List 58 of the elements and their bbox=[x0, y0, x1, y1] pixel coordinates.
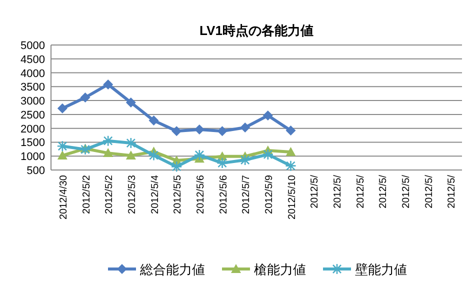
y-tick-label: 3000 bbox=[20, 96, 45, 108]
legend-label: 総合能力値 bbox=[139, 262, 205, 277]
point bbox=[80, 92, 90, 102]
x-tick-label: 2012/5/ bbox=[332, 174, 344, 208]
point bbox=[103, 79, 114, 90]
x-tick-label: 2012/5/6 bbox=[218, 174, 230, 214]
point bbox=[56, 140, 68, 152]
point bbox=[80, 144, 91, 156]
point bbox=[286, 126, 296, 136]
x-tick-label: 2012/5/2 bbox=[104, 174, 116, 214]
y-tick-label: 4000 bbox=[20, 68, 45, 80]
x-tick-label: 2012/5/ bbox=[355, 174, 366, 208]
point bbox=[262, 110, 273, 121]
y-tick-label: 2500 bbox=[20, 109, 45, 122]
point bbox=[194, 124, 204, 134]
x-tick-label: 2012/5/3 bbox=[126, 174, 138, 214]
y-tick-label: 3500 bbox=[20, 82, 45, 94]
y-tick-label: 1500 bbox=[20, 137, 45, 150]
x-tick-label: 2012/5/4 bbox=[150, 174, 161, 214]
x-tick-label: 2012/5/ bbox=[378, 174, 390, 208]
y-tick-label: 4500 bbox=[20, 54, 45, 66]
x-tick-label: 2012/5/5 bbox=[172, 174, 184, 214]
x-tick-label: 2012/5/ bbox=[424, 174, 435, 208]
x-tick-label: 2012/5/ bbox=[400, 174, 412, 208]
point bbox=[126, 98, 136, 108]
x-tick-label: 2012/5/ bbox=[310, 174, 321, 208]
y-tick-label: 2000 bbox=[20, 123, 45, 136]
y-tick-label: 500 bbox=[26, 165, 45, 177]
x-tick-label: 2012/5/9 bbox=[264, 174, 275, 214]
point bbox=[240, 122, 250, 132]
point bbox=[57, 150, 68, 160]
x-tick-label: 2012/5/10 bbox=[286, 174, 298, 220]
point bbox=[239, 154, 251, 166]
point bbox=[57, 103, 68, 114]
point bbox=[262, 148, 274, 160]
point bbox=[286, 146, 296, 156]
x-tick-label: 2012/5/7 bbox=[241, 174, 252, 214]
point bbox=[172, 126, 182, 136]
y-tick-label: 1000 bbox=[20, 151, 45, 164]
point bbox=[194, 149, 206, 161]
point bbox=[125, 137, 137, 149]
y-tick-label: 5000 bbox=[20, 40, 45, 52]
point bbox=[148, 150, 160, 161]
point bbox=[216, 157, 228, 169]
point bbox=[148, 116, 159, 126]
point bbox=[102, 135, 114, 146]
chart-title: LV1時点の各能力値 bbox=[200, 23, 314, 38]
point bbox=[103, 148, 114, 158]
x-tick-label: 2012/5/ bbox=[446, 174, 458, 208]
point bbox=[126, 150, 136, 160]
x-tick-label: 2012/5/2 bbox=[81, 174, 92, 214]
point bbox=[170, 161, 182, 172]
legend-label: 壁能力値 bbox=[355, 262, 407, 277]
legend-label: 槍能力値 bbox=[254, 262, 306, 277]
x-tick-label: 2012/5/6 bbox=[195, 174, 206, 214]
point bbox=[217, 126, 228, 136]
x-tick-label: 2012/4/30 bbox=[58, 174, 70, 220]
point bbox=[285, 160, 296, 172]
